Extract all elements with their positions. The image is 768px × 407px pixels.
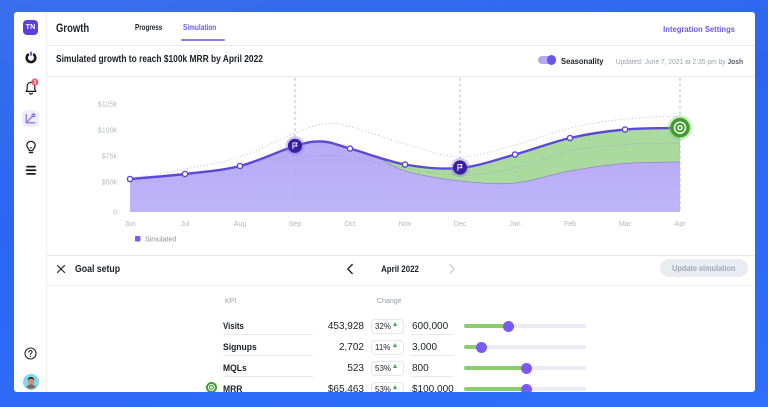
- svg-text:Aug: Aug: [234, 221, 247, 228]
- svg-text:Mar: Mar: [619, 221, 632, 228]
- svg-text:3: 3: [33, 80, 36, 86]
- svg-text:Oct: Oct: [345, 221, 356, 228]
- svg-text:Sep: Sep: [289, 221, 302, 228]
- svg-text:$50k: $50k: [102, 180, 118, 187]
- svg-text:Nov: Nov: [399, 221, 412, 228]
- svg-text:$75k: $75k: [102, 154, 118, 161]
- svg-text:Jun: Jun: [124, 221, 135, 228]
- svg-text:$125k: $125k: [98, 102, 118, 109]
- svg-text:$100k: $100k: [98, 128, 118, 135]
- svg-text:Simulated: Simulated: [145, 237, 176, 244]
- svg-text:0: 0: [113, 210, 117, 217]
- svg-text:Jul: Jul: [181, 221, 190, 228]
- svg-text:Jan: Jan: [509, 221, 520, 228]
- svg-text:Feb: Feb: [564, 221, 576, 228]
- svg-text:Apr: Apr: [675, 221, 687, 228]
- svg-text:Dec: Dec: [454, 221, 467, 228]
